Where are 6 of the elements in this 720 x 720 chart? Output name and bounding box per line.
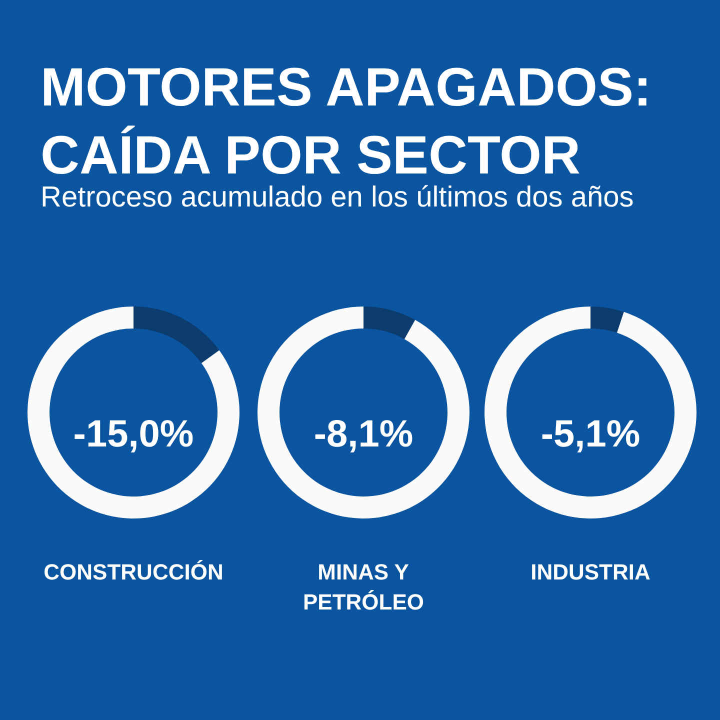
text: CONSTRUCCIÓN bbox=[44, 560, 224, 584]
text: -15,0% bbox=[73, 414, 194, 456]
text: INDUSTRIA bbox=[530, 560, 650, 584]
text: -8,1% bbox=[314, 414, 414, 456]
text: MINAS Y PETRÓLEO bbox=[302, 560, 424, 614]
text: -5,1% bbox=[540, 414, 640, 456]
